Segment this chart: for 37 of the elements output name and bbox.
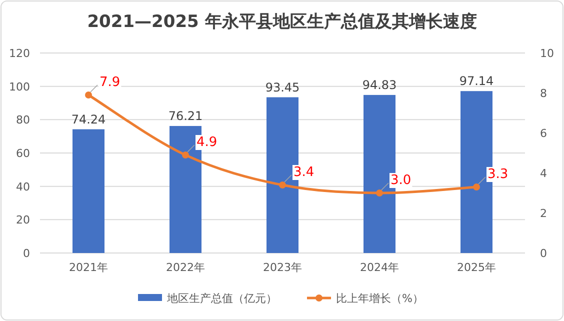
legend-label: 比上年增长（%） bbox=[336, 292, 424, 305]
chart-title: 2021—2025 年永平县地区生产总值及其增长速度 bbox=[87, 12, 477, 32]
x-tick-label: 2024年 bbox=[360, 261, 399, 274]
point bbox=[85, 92, 92, 98]
data-label: 74.24 bbox=[71, 112, 106, 126]
y2-tick-label: 6 bbox=[540, 127, 547, 140]
y2-tick-label: 8 bbox=[540, 87, 547, 100]
y-tick-label: 40 bbox=[16, 180, 30, 194]
y-tick-label: 120 bbox=[9, 47, 30, 60]
y-tick-label: 20 bbox=[16, 214, 30, 227]
data-label: 94.83 bbox=[362, 78, 397, 92]
data-label: 97.14 bbox=[459, 74, 494, 88]
y-tick-label: 100 bbox=[9, 80, 30, 94]
x-tick-label: 2023年 bbox=[263, 261, 302, 274]
y-tick-label: 80 bbox=[16, 114, 30, 127]
data-label: 4.9 bbox=[196, 135, 218, 150]
bar bbox=[72, 129, 104, 253]
point bbox=[473, 184, 480, 190]
data-label: 3.0 bbox=[390, 173, 412, 188]
point bbox=[376, 190, 383, 196]
y2-tick-label: 10 bbox=[540, 47, 554, 60]
x-tick-label: 2022年 bbox=[166, 261, 205, 274]
y-tick-label: 60 bbox=[16, 147, 30, 160]
point bbox=[279, 182, 286, 188]
data-label: 93.45 bbox=[265, 80, 300, 94]
y2-tick-label: 0 bbox=[540, 247, 547, 260]
data-label: 7.9 bbox=[100, 75, 120, 90]
point bbox=[182, 152, 189, 158]
y-tick-label: 0 bbox=[23, 247, 30, 260]
y2-tick-label: 2 bbox=[540, 207, 547, 220]
data-label: 3.4 bbox=[294, 165, 314, 180]
data-label: 3.3 bbox=[488, 167, 508, 182]
y2-tick-label: 4 bbox=[540, 167, 547, 180]
legend-label: 地区生产总值（亿元） bbox=[166, 292, 277, 305]
x-tick-label: 2021年 bbox=[69, 261, 108, 274]
data-label: 76.21 bbox=[168, 108, 203, 123]
x-tick-label: 2025年 bbox=[457, 261, 496, 274]
